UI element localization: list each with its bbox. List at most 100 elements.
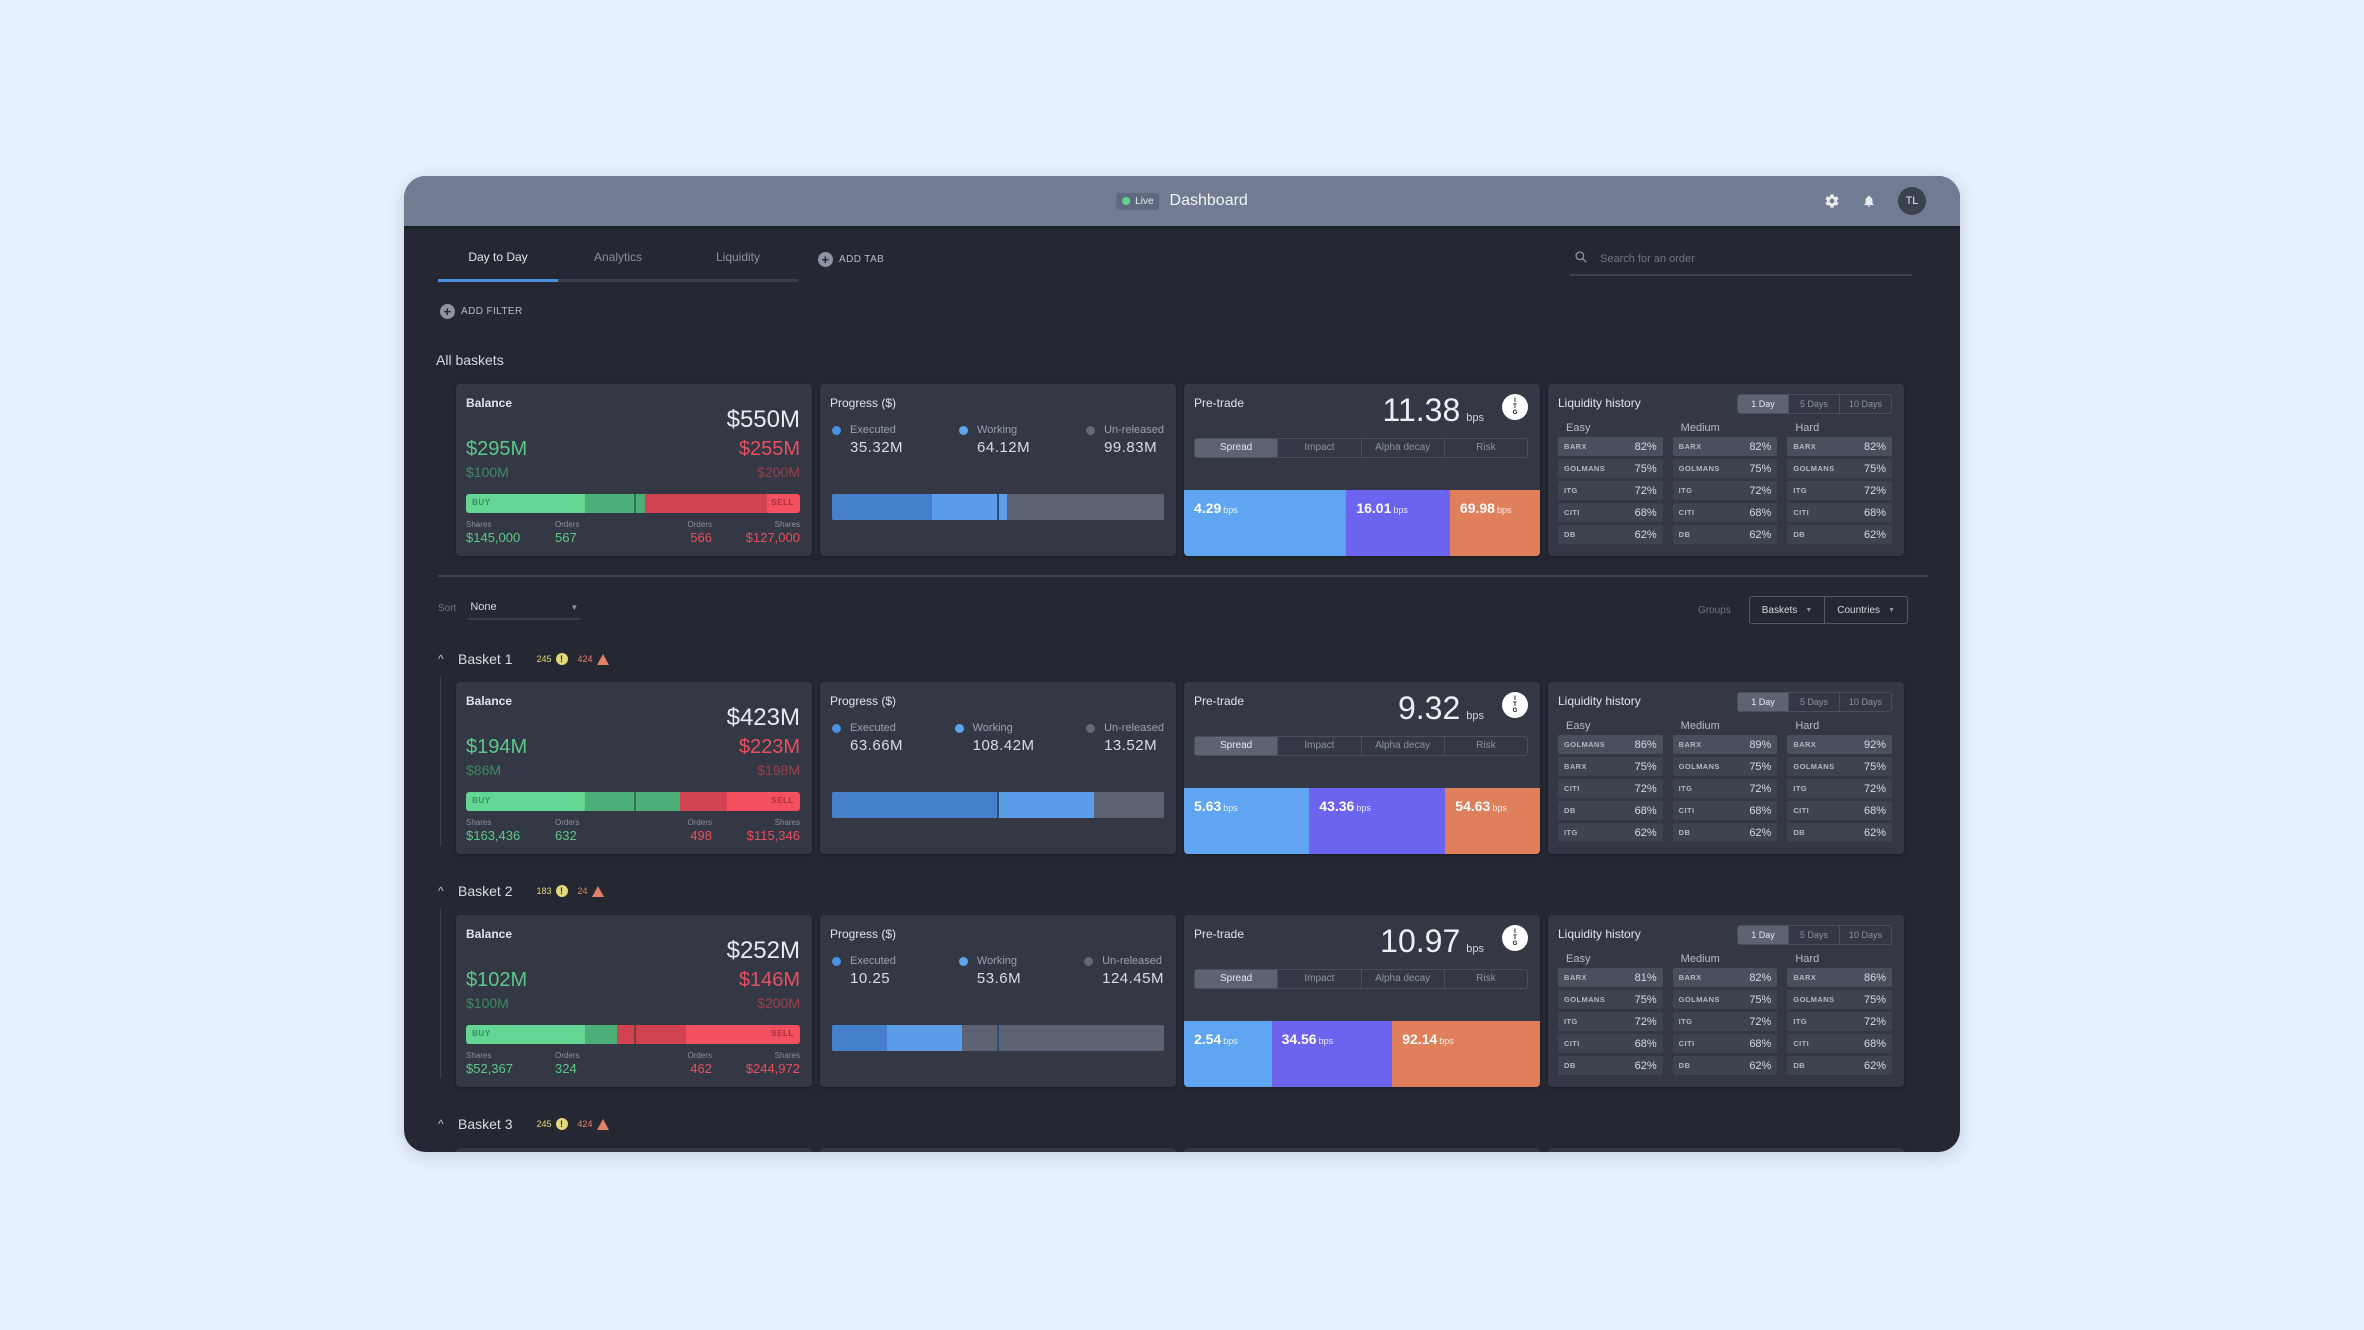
- easy-value: 4.29: [1194, 500, 1222, 516]
- broker-percent: 81%: [1634, 971, 1657, 984]
- search-input[interactable]: [1600, 253, 1880, 265]
- period-10-days[interactable]: 10 Days: [1848, 399, 1883, 409]
- alert-triangle-icon: [596, 1118, 609, 1130]
- executed-value: 63.66M: [850, 737, 904, 754]
- period-toggle: 1 Day 5 Days 10 Days: [1737, 925, 1892, 945]
- broker-percent: 75%: [1749, 993, 1772, 1006]
- broker-percent: 72%: [1749, 484, 1772, 497]
- broker-name: CITI: [1564, 1039, 1580, 1048]
- liquidity-column-easy: Easy GOLMANS 86% BARX 75% CITI 72% DB 68% ITG 62%: [1558, 720, 1663, 845]
- broker-name: ITG: [1564, 1017, 1578, 1026]
- warning-count: 245: [536, 1119, 552, 1129]
- liquidity-row: ITG 72%: [1558, 1012, 1663, 1031]
- broker-percent: 62%: [1634, 528, 1657, 541]
- card-title: Liquidity history: [1558, 927, 1641, 941]
- stat-label: Shares: [466, 520, 492, 529]
- basket-2-header[interactable]: ^ Basket 2 183! 24: [438, 883, 610, 899]
- broker-name: GOLMANS: [1793, 464, 1835, 473]
- period-1-day[interactable]: 1 Day: [1738, 926, 1789, 944]
- basket-1-header[interactable]: ^ Basket 1 245! 424: [438, 651, 615, 667]
- broker-name: CITI: [1678, 508, 1695, 517]
- unreleased-dot-icon: [1086, 723, 1096, 733]
- period-5-days[interactable]: 5 Days: [1789, 693, 1840, 711]
- tab-alpha-decay[interactable]: Alpha decay: [1362, 970, 1445, 988]
- working-dot-icon: [958, 956, 968, 966]
- basket-3-header[interactable]: ^ Basket 3 245! 424: [438, 1116, 615, 1132]
- tab-day-to-day[interactable]: Day to Day: [468, 250, 528, 264]
- period-1-day[interactable]: 1 Day: [1738, 693, 1789, 711]
- liquidity-row: ITG 72%: [1672, 481, 1778, 500]
- sort-value: None: [470, 601, 497, 613]
- executed-label: Executed: [850, 424, 896, 436]
- gear-icon[interactable]: [1824, 193, 1840, 209]
- tab-liquidity[interactable]: Liquidity: [715, 250, 761, 264]
- unreleased-value: 124.45M: [1102, 970, 1164, 987]
- warning-icon: !: [555, 885, 568, 897]
- easy-value: 5.63: [1194, 798, 1222, 814]
- working-value: 53.6M: [976, 970, 1022, 987]
- alert-triangle-icon: [591, 885, 604, 897]
- basket-1-guide: [440, 676, 441, 846]
- tab-alpha-decay[interactable]: Alpha decay: [1362, 439, 1445, 457]
- balance-buy: $102M: [466, 969, 528, 991]
- tab-spread[interactable]: Spread: [1195, 439, 1279, 457]
- bell-icon[interactable]: [1862, 193, 1876, 209]
- broker-name: GOLMANS: [1678, 762, 1720, 771]
- user-avatar[interactable]: TL: [1898, 187, 1926, 215]
- broker-name: CITI: [1793, 1039, 1810, 1048]
- chevron-up-icon: ^: [438, 1117, 444, 1131]
- tab-analytics[interactable]: Analytics: [593, 250, 643, 264]
- broker-name: GOLMANS: [1564, 464, 1606, 473]
- tab-impact[interactable]: Impact: [1278, 737, 1362, 755]
- broker-name: CITI: [1793, 508, 1810, 517]
- add-filter-button[interactable]: + ADD FILTER: [440, 304, 523, 319]
- executed-label: Executed: [850, 955, 896, 967]
- stat-label: Shares: [466, 1051, 492, 1060]
- unreleased-label: Un-released: [1104, 424, 1164, 436]
- period-5-days[interactable]: 5 Days: [1789, 926, 1840, 944]
- add-filter-label: ADD FILTER: [461, 306, 523, 317]
- tab-alpha-decay[interactable]: Alpha decay: [1362, 737, 1445, 755]
- pretrade-tabs: Spread Impact Alpha decay Risk: [1194, 438, 1528, 458]
- tab-impact[interactable]: Impact: [1278, 970, 1362, 988]
- sort-select[interactable]: None ▼: [468, 596, 581, 620]
- broker-percent: 82%: [1749, 971, 1772, 984]
- card-title: Balance: [466, 694, 513, 708]
- liquidity-row: CITI 68%: [1787, 801, 1893, 820]
- unreleased-value: 99.83M: [1104, 439, 1158, 456]
- broker-percent: 72%: [1863, 1015, 1887, 1028]
- basket-1-row: Balance $423M $194M $223M $86M $198M BUY…: [456, 682, 1904, 854]
- tab-impact[interactable]: Impact: [1278, 439, 1362, 457]
- group-baskets-select[interactable]: Baskets ▼: [1750, 597, 1826, 623]
- period-1-day[interactable]: 1 Day: [1738, 395, 1789, 413]
- period-5-days[interactable]: 5 Days: [1789, 395, 1840, 413]
- working-dot-icon: [959, 425, 969, 435]
- period-10-days[interactable]: 10 Days: [1848, 697, 1883, 707]
- tab-risk[interactable]: Risk: [1476, 442, 1496, 453]
- tab-risk[interactable]: Risk: [1476, 973, 1496, 984]
- group-countries-select[interactable]: Countries ▼: [1825, 597, 1907, 623]
- liquidity-row: CITI 68%: [1672, 503, 1778, 522]
- liquidity-column-header: Medium: [1680, 422, 1720, 434]
- buy-label: BUY: [472, 796, 491, 805]
- liquidity-row: DB 62%: [1787, 525, 1893, 544]
- liquidity-card: Liquidity history 1 Day 5 Days 10 Days E…: [1548, 915, 1904, 1087]
- liquidity-row: DB 62%: [1672, 525, 1778, 544]
- broker-percent: 82%: [1749, 440, 1772, 453]
- progress-bar: [832, 494, 1164, 520]
- add-tab-button[interactable]: + ADD TAB: [818, 252, 884, 267]
- tab-spread[interactable]: Spread: [1195, 737, 1279, 755]
- period-10-days[interactable]: 10 Days: [1848, 930, 1883, 940]
- tab-risk[interactable]: Risk: [1476, 740, 1496, 751]
- page-title: Dashboard: [1169, 192, 1248, 209]
- stat-label: Shares: [466, 818, 492, 827]
- bps-unit: bps: [1496, 505, 1512, 515]
- group-baskets-label: Baskets: [1761, 604, 1798, 616]
- tab-spread[interactable]: Spread: [1195, 970, 1279, 988]
- broker-name: DB: [1564, 1061, 1576, 1070]
- broker-name: BARX: [1564, 762, 1587, 771]
- liquidity-column-header: Hard: [1795, 953, 1820, 965]
